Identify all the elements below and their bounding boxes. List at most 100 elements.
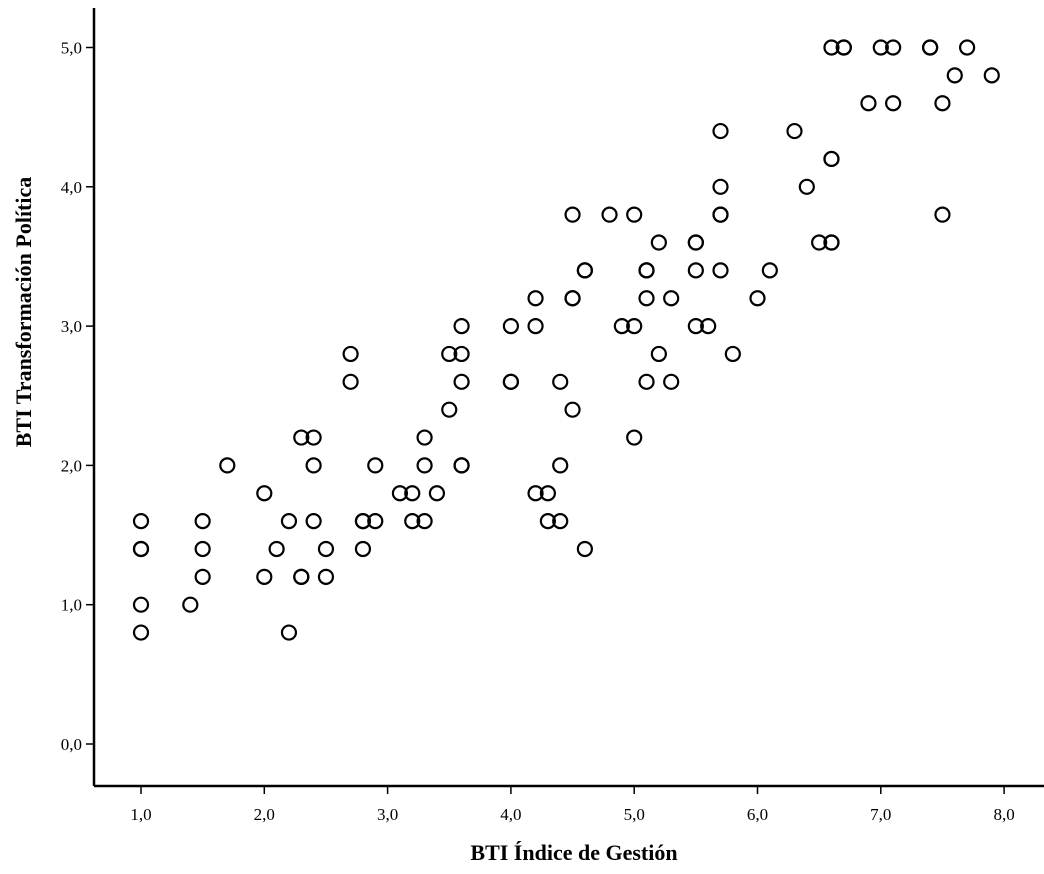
data-point: [798, 178, 815, 195]
x-tick-label: 2,0: [254, 805, 275, 824]
data-point: [564, 290, 581, 307]
x-tick-label: 6,0: [747, 805, 768, 824]
data-point: [564, 401, 581, 418]
data-point: [416, 457, 433, 474]
data-point: [552, 513, 569, 530]
data-point: [638, 262, 655, 279]
data-point: [823, 150, 840, 168]
data-point: [194, 513, 211, 530]
data-point: [404, 513, 421, 530]
data-point: [835, 39, 852, 56]
data-point: [404, 485, 421, 502]
data-point: [712, 178, 729, 195]
data-point: [317, 568, 335, 585]
data-point: [885, 95, 902, 112]
data-point: [441, 401, 458, 418]
y-tick-label: 1,0: [61, 596, 82, 615]
data-point: [650, 345, 667, 363]
data-point: [293, 568, 310, 585]
data-point: [626, 429, 643, 446]
data-point: [453, 373, 470, 390]
data-point: [663, 373, 680, 390]
data-point: [687, 318, 704, 335]
data-point: [527, 290, 544, 307]
data-point: [219, 457, 236, 474]
data-point: [983, 67, 1000, 84]
y-axis-ticks: 0,0 1,0 2,0 3,0 4,0 5,0: [61, 39, 94, 754]
data-point: [367, 513, 384, 530]
x-axis-ticks: 1,0 2,0 3,0 4,0 5,0 6,0 7,0 8,0: [130, 786, 1015, 824]
data-point: [132, 540, 150, 558]
data-point: [811, 234, 828, 251]
data-point: [885, 39, 902, 56]
data-point: [194, 540, 211, 558]
data-point: [527, 485, 544, 502]
data-point: [453, 318, 470, 335]
data-point: [552, 373, 569, 390]
data-point: [256, 485, 273, 502]
data-point: [934, 95, 951, 112]
data-point: [441, 345, 458, 363]
x-tick-label: 3,0: [377, 805, 398, 824]
data-point: [280, 513, 298, 530]
y-tick-label: 0,0: [61, 735, 82, 754]
data-point: [687, 234, 704, 251]
data-point: [601, 206, 618, 223]
data-point: [749, 290, 766, 307]
data-point: [132, 624, 150, 641]
data-point: [539, 485, 556, 502]
data-point: [416, 429, 433, 446]
x-axis-title: BTI Índice de Gestión: [470, 840, 677, 865]
y-tick-label: 2,0: [61, 456, 82, 475]
data-point: [687, 262, 704, 279]
data-point: [712, 122, 729, 140]
data-point: [293, 429, 310, 446]
data-point: [946, 67, 963, 84]
data-point: [502, 373, 519, 390]
data-point: [453, 345, 470, 363]
data-point: [823, 39, 840, 56]
data-point: [823, 234, 840, 251]
x-tick-label: 7,0: [870, 805, 891, 824]
data-point: [305, 513, 322, 530]
data-point: [613, 318, 630, 335]
data-point: [934, 206, 951, 223]
data-point: [638, 290, 655, 307]
data-point: [280, 624, 298, 641]
data-point: [959, 39, 976, 56]
data-point: [527, 318, 544, 335]
data-point: [626, 206, 643, 223]
x-tick-label: 5,0: [624, 805, 645, 824]
data-point: [552, 457, 569, 474]
data-point: [638, 373, 655, 390]
data-point: [712, 206, 729, 223]
data-point: [761, 262, 778, 279]
data-point: [539, 513, 556, 530]
data-point: [317, 540, 335, 558]
data-point: [268, 540, 285, 558]
data-point: [502, 318, 519, 335]
data-point: [872, 39, 889, 56]
y-tick-label: 3,0: [61, 317, 82, 336]
data-point: [786, 122, 803, 140]
x-tick-label: 8,0: [993, 805, 1014, 824]
data-point: [305, 457, 322, 474]
data-point: [650, 234, 667, 251]
data-point: [712, 262, 729, 279]
data-point: [342, 373, 359, 390]
data-point: [354, 513, 372, 530]
y-axis-title: BTI Transformación Política: [11, 177, 36, 448]
y-tick-label: 4,0: [61, 178, 82, 197]
data-point: [428, 485, 446, 502]
data-point: [700, 318, 717, 335]
data-point: [305, 429, 322, 446]
data-point: [132, 513, 150, 530]
data-point: [354, 540, 372, 558]
data-point: [860, 95, 877, 112]
data-point: [564, 206, 581, 223]
data-point: [182, 596, 199, 613]
data-point: [576, 540, 593, 558]
data-point: [342, 345, 359, 363]
data-point: [256, 568, 273, 585]
